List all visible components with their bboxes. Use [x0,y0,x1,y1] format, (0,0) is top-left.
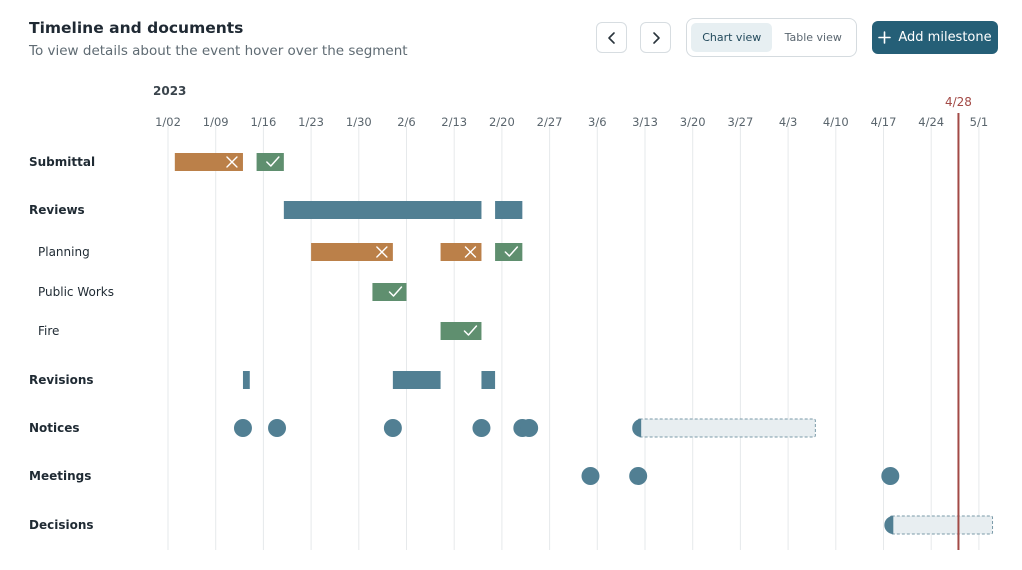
timeline-chart: 2023 1/02 1/09 1/16 1/23 1/30 2/6 2/13 2/20 2/27 3… [29,84,994,550]
pending-segment[interactable] [637,418,816,438]
add-milestone-label: Add milestone [898,30,992,45]
page-subtitle: To view details about the event hover ov… [29,43,408,59]
tick-label: 2/6 [397,115,416,129]
check-icon [463,325,478,336]
x-mark-icon [226,156,238,168]
check-icon [504,246,519,257]
chart-view-tab[interactable]: Chart view [691,23,773,52]
row-label: Planning [38,245,90,259]
tick-label: 1/16 [250,115,276,129]
page-title: Timeline and documents [29,19,244,37]
neutral-segment[interactable] [283,201,482,219]
tick-label: 2/13 [441,115,467,129]
approved-segment[interactable] [440,322,482,340]
tick-label: 4/17 [871,115,897,129]
table-view-tab[interactable]: Table view [784,31,842,44]
check-icon [388,286,403,297]
row-label: Decisions [29,518,94,532]
event-dot[interactable] [472,419,491,437]
event-dot[interactable] [881,467,900,485]
rejected-segment[interactable] [311,243,393,261]
tick-label: 1/09 [203,115,229,129]
pending-start-marker [632,419,642,437]
tick-label: 3/27 [727,115,753,129]
event-dot[interactable] [629,467,648,485]
row-label: Revisions [29,373,94,387]
row-label: Fire [38,324,59,338]
neutral-segment[interactable] [481,371,496,389]
event-dot[interactable] [520,419,539,437]
approved-segment[interactable] [256,153,284,171]
tick-label: 1/23 [298,115,324,129]
pending-segment[interactable] [889,515,994,535]
rejected-segment[interactable] [440,243,482,261]
next-button[interactable] [640,22,671,53]
tick-label: 4/10 [823,115,849,129]
tick-label: 3/6 [588,115,607,129]
pending-start-marker [884,516,894,534]
view-toggle: Chart view Table view [686,18,857,57]
rejected-segment[interactable] [174,153,243,171]
tick-label: 2/27 [537,115,563,129]
year-label: 2023 [153,84,186,98]
plus-icon [878,31,892,44]
previous-button[interactable] [596,22,627,53]
neutral-segment[interactable] [495,201,523,219]
tick-label: 1/30 [346,115,372,129]
tick-label: 5/1 [970,115,989,129]
approved-segment[interactable] [495,243,523,261]
row-label: Submittal [29,155,95,169]
row-label: Notices [29,421,80,435]
chevron-left-icon [607,31,615,44]
row-label: Public Works [38,285,114,299]
neutral-segment[interactable] [392,371,441,389]
tick-label: 4/3 [779,115,798,129]
tick-label: 2/20 [489,115,515,129]
tick-label: 1/02 [155,115,181,129]
row-label: Meetings [29,469,91,483]
row-label: Reviews [29,203,85,217]
x-mark-icon [376,246,388,258]
today-label: 4/28 [945,95,972,109]
neutral-segment[interactable] [242,371,250,389]
tick-label: 3/20 [680,115,706,129]
add-milestone-button[interactable]: Add milestone [872,21,998,54]
x-mark-icon [464,246,477,258]
tick-label: 4/24 [918,115,944,129]
tick-label: 3/13 [632,115,658,129]
event-dot[interactable] [581,467,600,485]
chevron-right-icon [652,31,660,44]
check-icon [266,156,280,167]
event-dot[interactable] [383,419,402,437]
event-dot[interactable] [268,419,287,437]
event-dot[interactable] [233,419,252,437]
